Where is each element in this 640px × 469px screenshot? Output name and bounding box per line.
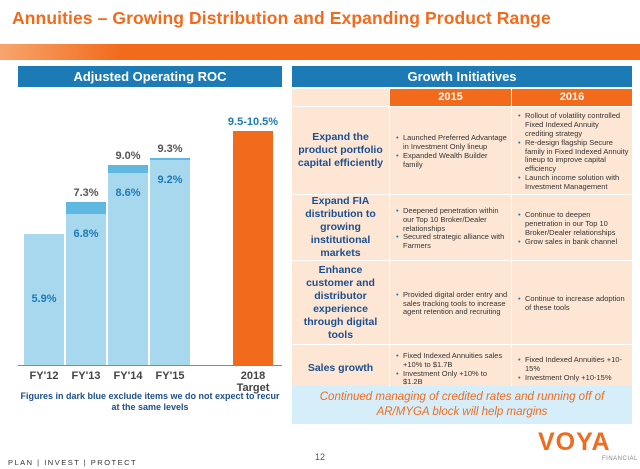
bar-adjusted [108, 173, 148, 365]
bullet-item: Investment Only +10-15% [518, 373, 629, 383]
bullet-list: Continue to deepen penetration in our To… [512, 195, 632, 260]
bar-adjusted [66, 213, 106, 365]
slide-title: Annuities – Growing Distribution and Exp… [12, 8, 551, 28]
bullet-list: Fixed Indexed Annuities +10-15%Investmen… [512, 345, 632, 391]
bar-label-target: 9.5-10.5% [227, 116, 279, 129]
bullet-item: Re-design flagship Secure family in Fixe… [518, 138, 629, 174]
x-tick-label: FY'14 [113, 370, 143, 382]
x-tick-label: 2018 Target [236, 370, 270, 394]
bullet-item: Fixed Indexed Annuities +10-15% [518, 355, 629, 374]
voya-logo: VOYA FINANCIAL [538, 428, 638, 468]
bullet-item: Deepened penetration within our Top 10 B… [396, 206, 508, 233]
brand-tagline: PLAN | INVEST | PROTECT [8, 458, 138, 467]
table-row: Expand FIA distribution to growing insti… [292, 195, 632, 260]
initiative-cell-2016: Continue to deepen penetration in our To… [512, 195, 632, 260]
bullet-list: Fixed Indexed Annuities sales +10% to $1… [390, 345, 511, 391]
bullet-item: Rollout of volatility controlled Fixed I… [518, 111, 629, 138]
bar-label-adjusted: 5.9% [31, 293, 57, 306]
title-band [0, 44, 640, 60]
bar-adjusted [150, 160, 190, 365]
bar-label-adjusted: 8.6% [115, 187, 141, 200]
bullet-item: Secured strategic alliance with Farmers [396, 233, 508, 251]
x-tick-label: FY'15 [155, 370, 185, 382]
bullet-item: Investment Only +10% to $1.2B [396, 369, 508, 388]
x-tick-label: FY'13 [71, 370, 101, 382]
initiative-label: Expand the product portfolio capital eff… [292, 107, 389, 194]
bar-label-reported: 9.0% [115, 149, 141, 162]
initiative-cell-2016: Fixed Indexed Annuities +10-15%Investmen… [512, 345, 632, 391]
column-header-2015: 2015 [390, 89, 511, 106]
table-row: Expand the product portfolio capital eff… [292, 107, 632, 194]
initiative-label: Sales growth [292, 345, 389, 391]
table-header-row: 2015 2016 [292, 89, 632, 106]
header-blank-cell [292, 89, 389, 106]
bullet-list: Provided digital order entry and sales t… [390, 261, 511, 344]
initiative-cell-2015: Launched Preferred Advantage in Investme… [390, 107, 511, 194]
initiative-cell-2016: Continue to increase adoption of these t… [512, 261, 632, 344]
growth-initiatives-header: Growth Initiatives [292, 66, 632, 87]
logo-wordmark: VOYA [538, 428, 611, 456]
bar-target [233, 131, 273, 365]
page-number: 12 [314, 452, 325, 462]
bar-adjusted [24, 233, 64, 365]
bar-label-adjusted: 6.8% [73, 227, 99, 240]
initiative-cell-2015: Provided digital order entry and sales t… [390, 261, 511, 344]
chart-footnote: Figures in dark blue exclude items we do… [20, 391, 280, 412]
bullet-item: Launched Preferred Advantage in Investme… [396, 134, 508, 152]
bullet-list: Rollout of volatility controlled Fixed I… [512, 107, 632, 194]
bullet-list: Deepened penetration within our Top 10 B… [390, 195, 511, 260]
logo-subtitle: FINANCIAL [602, 456, 638, 462]
bar-label-reported: 7.3% [73, 187, 99, 200]
x-axis-line [18, 365, 282, 366]
initiative-label: Expand FIA distribution to growing insti… [292, 195, 389, 260]
bullet-item: Provided digital order entry and sales t… [396, 290, 508, 317]
initiative-cell-2015: Fixed Indexed Annuities sales +10% to $1… [390, 345, 511, 391]
bullet-item: Continue to increase adoption of these t… [518, 294, 629, 313]
bullet-item: Continue to deepen penetration in our To… [518, 210, 629, 237]
bullet-item: Grow sales in bank channel [518, 237, 629, 247]
bullet-item: Expanded Wealth Builder family [396, 151, 508, 170]
initiative-cell-2015: Deepened penetration within our Top 10 B… [390, 195, 511, 260]
table-row: Sales growth Fixed Indexed Annuities sale… [292, 345, 632, 391]
bullet-list: Continue to increase adoption of these t… [512, 261, 632, 344]
roc-bar-chart: 5.9% FY'12 7.3% 6.8% FY'13 9.0% 8.6% FY'14 9.3% 9… [18, 92, 282, 394]
margin-callout: Continued managing of credited rates and… [292, 386, 632, 424]
column-header-2016: 2016 [512, 89, 632, 106]
roc-chart-header: Adjusted Operating ROC [18, 66, 282, 87]
bullet-item: Launch income solution with Investment M… [518, 173, 629, 192]
x-tick-label: FY'12 [29, 370, 59, 382]
bullet-list: Launched Preferred Advantage in Investme… [390, 107, 511, 194]
table-row: Enhance customer and distributor experie… [292, 261, 632, 344]
initiative-cell-2016: Rollout of volatility controlled Fixed I… [512, 107, 632, 194]
initiative-label: Enhance customer and distributor experie… [292, 261, 389, 344]
bar-label-adjusted: 9.2% [157, 174, 183, 187]
bar-label-reported: 9.3% [157, 142, 183, 155]
bullet-item: Fixed Indexed Annuities sales +10% to $1… [396, 351, 508, 370]
